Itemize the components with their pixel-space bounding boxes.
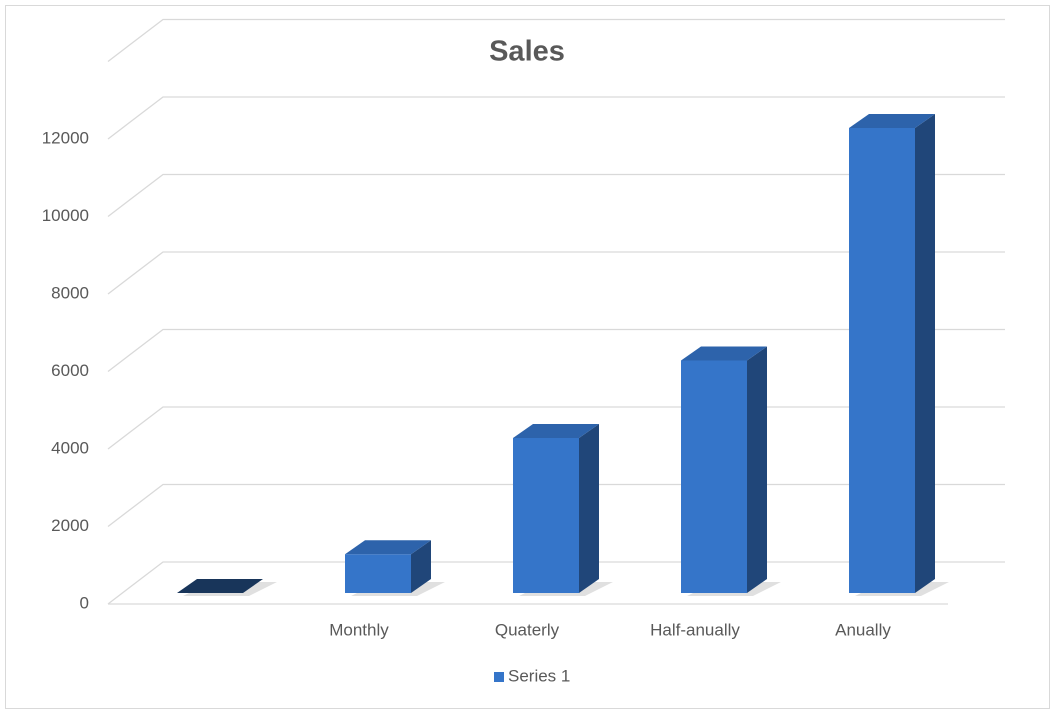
y-tick-label: 10000	[42, 206, 89, 225]
bar-side	[579, 424, 599, 593]
bar-front	[345, 554, 411, 593]
y-tick-label: 0	[80, 593, 89, 612]
grid-line	[107, 18, 1005, 63]
y-tick-label: 8000	[51, 283, 89, 302]
x-tick-label: Half-anually	[650, 620, 740, 639]
y-tick-label: 6000	[51, 361, 89, 380]
bar-top	[681, 346, 767, 361]
legend-label: Series 1	[508, 666, 570, 685]
x-tick-label: Anually	[835, 620, 891, 639]
y-tick-label: 12000	[42, 128, 89, 147]
legend-swatch	[494, 672, 504, 682]
bar-side	[915, 114, 935, 593]
grid-line	[107, 96, 1005, 140]
bar-front	[849, 128, 915, 593]
bar-top	[849, 114, 935, 128]
grid-line	[107, 173, 1005, 218]
chart-title: Sales	[489, 36, 565, 68]
x-tick-label: Monthly	[329, 620, 389, 639]
bar-top	[177, 579, 263, 593]
bar-top	[513, 424, 599, 438]
y-tick-label: 2000	[51, 516, 89, 535]
x-tick-label: Quaterly	[495, 620, 560, 639]
bar-top	[345, 540, 431, 555]
bar-front	[513, 438, 579, 593]
grid-line	[107, 251, 1005, 295]
grid-line	[107, 328, 1005, 373]
bar-side	[747, 346, 767, 593]
y-tick-label: 4000	[51, 438, 89, 457]
bar-side	[411, 540, 431, 593]
bar-front	[681, 360, 747, 593]
